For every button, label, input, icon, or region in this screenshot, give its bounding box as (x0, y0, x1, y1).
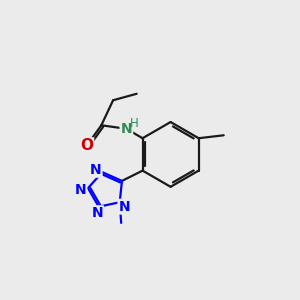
Text: N: N (118, 200, 130, 214)
Text: O: O (80, 138, 93, 153)
Text: N: N (121, 122, 132, 136)
Text: N: N (90, 163, 102, 177)
Text: H: H (130, 117, 139, 130)
Text: N: N (75, 183, 86, 196)
Text: N: N (92, 206, 103, 220)
